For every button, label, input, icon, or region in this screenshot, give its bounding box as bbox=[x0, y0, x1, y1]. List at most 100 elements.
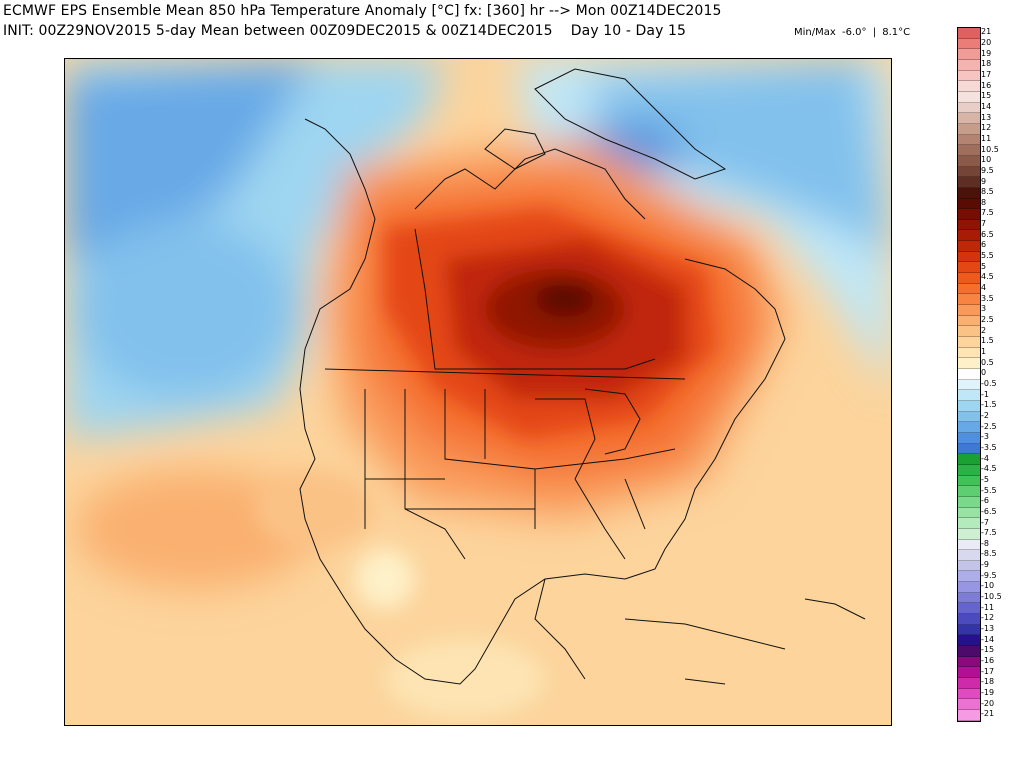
legend-swatch bbox=[958, 283, 980, 295]
legend-label: -9.5 bbox=[981, 570, 997, 580]
legend-label: 9.5 bbox=[981, 165, 994, 175]
legend-swatch bbox=[958, 528, 980, 540]
legend-swatch bbox=[958, 496, 980, 508]
legend-label: -17 bbox=[981, 666, 995, 676]
legend-label: 20 bbox=[981, 37, 992, 47]
legend-label: 6.5 bbox=[981, 229, 994, 239]
legend-swatch bbox=[958, 305, 980, 316]
legend-swatch bbox=[958, 688, 980, 700]
legend-label: -6 bbox=[981, 496, 989, 506]
min-max-label: Min/Max bbox=[794, 27, 836, 38]
legend-swatch bbox=[958, 475, 980, 487]
legend-label: 1 bbox=[981, 347, 987, 357]
legend-swatch bbox=[958, 91, 980, 103]
legend-label: 0 bbox=[981, 368, 987, 378]
legend-label: 9 bbox=[981, 176, 987, 186]
legend-label: -7 bbox=[981, 517, 989, 527]
legend-label: -20 bbox=[981, 698, 995, 708]
legend-label: 7.5 bbox=[981, 208, 994, 218]
legend-swatch bbox=[958, 347, 980, 359]
legend-swatch bbox=[958, 187, 980, 199]
legend-swatch bbox=[958, 422, 980, 433]
legend-swatch bbox=[958, 571, 980, 583]
legend-label: -15 bbox=[981, 645, 995, 655]
legend-label: -4 bbox=[981, 453, 989, 463]
legend-label: -7.5 bbox=[981, 528, 997, 538]
legend-swatch bbox=[958, 251, 980, 263]
legend-label: 16 bbox=[981, 80, 992, 90]
legend-swatch bbox=[958, 390, 980, 401]
legend-label: 3 bbox=[981, 304, 987, 314]
color-scale-legend bbox=[957, 27, 981, 722]
legend-swatch bbox=[958, 603, 980, 615]
legend-swatch bbox=[958, 454, 980, 465]
legend-swatch bbox=[958, 241, 980, 252]
legend-swatch bbox=[958, 315, 980, 327]
legend-swatch bbox=[958, 102, 980, 114]
legend-label: -14 bbox=[981, 634, 995, 644]
legend-swatch bbox=[958, 464, 980, 476]
legend-label: 17 bbox=[981, 69, 992, 79]
legend-label: -8 bbox=[981, 538, 989, 548]
legend-swatch bbox=[958, 49, 980, 60]
legend-label: -6.5 bbox=[981, 506, 997, 516]
legend-label: 2 bbox=[981, 325, 987, 335]
legend-swatch bbox=[958, 379, 980, 391]
legend-swatch bbox=[958, 443, 980, 455]
legend-swatch bbox=[958, 198, 980, 210]
legend-label: 3.5 bbox=[981, 293, 994, 303]
legend-label: 15 bbox=[981, 91, 992, 101]
legend-swatch bbox=[958, 145, 980, 156]
legend-label: 11 bbox=[981, 133, 992, 143]
legend-label: -10.5 bbox=[981, 592, 1002, 602]
legend-swatch bbox=[958, 177, 980, 188]
legend-swatch bbox=[958, 28, 980, 39]
legend-label: 7 bbox=[981, 219, 987, 229]
legend-swatch bbox=[958, 560, 980, 572]
legend-label: 5 bbox=[981, 261, 987, 271]
separator: | bbox=[872, 27, 877, 38]
legend-label: -4.5 bbox=[981, 464, 997, 474]
coastlines-and-borders bbox=[299, 68, 866, 685]
legend-swatch bbox=[958, 166, 980, 178]
legend-swatch bbox=[958, 582, 980, 593]
legend-label: 5.5 bbox=[981, 251, 994, 261]
legend-label: 19 bbox=[981, 48, 992, 58]
legend-swatch bbox=[958, 123, 980, 135]
legend-swatch bbox=[958, 710, 980, 721]
legend-swatch bbox=[958, 38, 980, 50]
legend-swatch bbox=[958, 592, 980, 604]
legend-label: 1.5 bbox=[981, 336, 994, 346]
legend-label: 18 bbox=[981, 59, 992, 69]
legend-swatch bbox=[958, 432, 980, 444]
legend-label: 10.5 bbox=[981, 144, 999, 154]
legend-swatch bbox=[958, 667, 980, 679]
legend-label: 2.5 bbox=[981, 315, 994, 325]
legend-label: 13 bbox=[981, 112, 992, 122]
legend-label: 8.5 bbox=[981, 187, 994, 197]
legend-swatch bbox=[958, 624, 980, 636]
legend-swatch bbox=[958, 155, 980, 167]
legend-label: 10 bbox=[981, 155, 992, 165]
legend-swatch bbox=[958, 635, 980, 647]
legend-label: -10 bbox=[981, 581, 995, 591]
legend-label: -18 bbox=[981, 677, 995, 687]
legend-swatch bbox=[958, 81, 980, 92]
legend-swatch bbox=[958, 518, 980, 529]
legend-swatch bbox=[958, 358, 980, 369]
legend-swatch bbox=[958, 369, 980, 380]
legend-label: 4 bbox=[981, 283, 987, 293]
legend-label: -21 bbox=[981, 709, 995, 719]
legend-swatch bbox=[958, 507, 980, 519]
legend-swatch bbox=[958, 539, 980, 551]
legend-swatch bbox=[958, 294, 980, 306]
legend-label: -1.5 bbox=[981, 400, 997, 410]
legend-label: -2.5 bbox=[981, 421, 997, 431]
legend-swatch bbox=[958, 59, 980, 71]
legend-label: 0.5 bbox=[981, 357, 994, 367]
legend-label: 21 bbox=[981, 27, 992, 37]
legend-swatch bbox=[958, 411, 980, 423]
legend-swatch bbox=[958, 646, 980, 657]
legend-swatch bbox=[958, 273, 980, 284]
legend-swatch bbox=[958, 400, 980, 412]
